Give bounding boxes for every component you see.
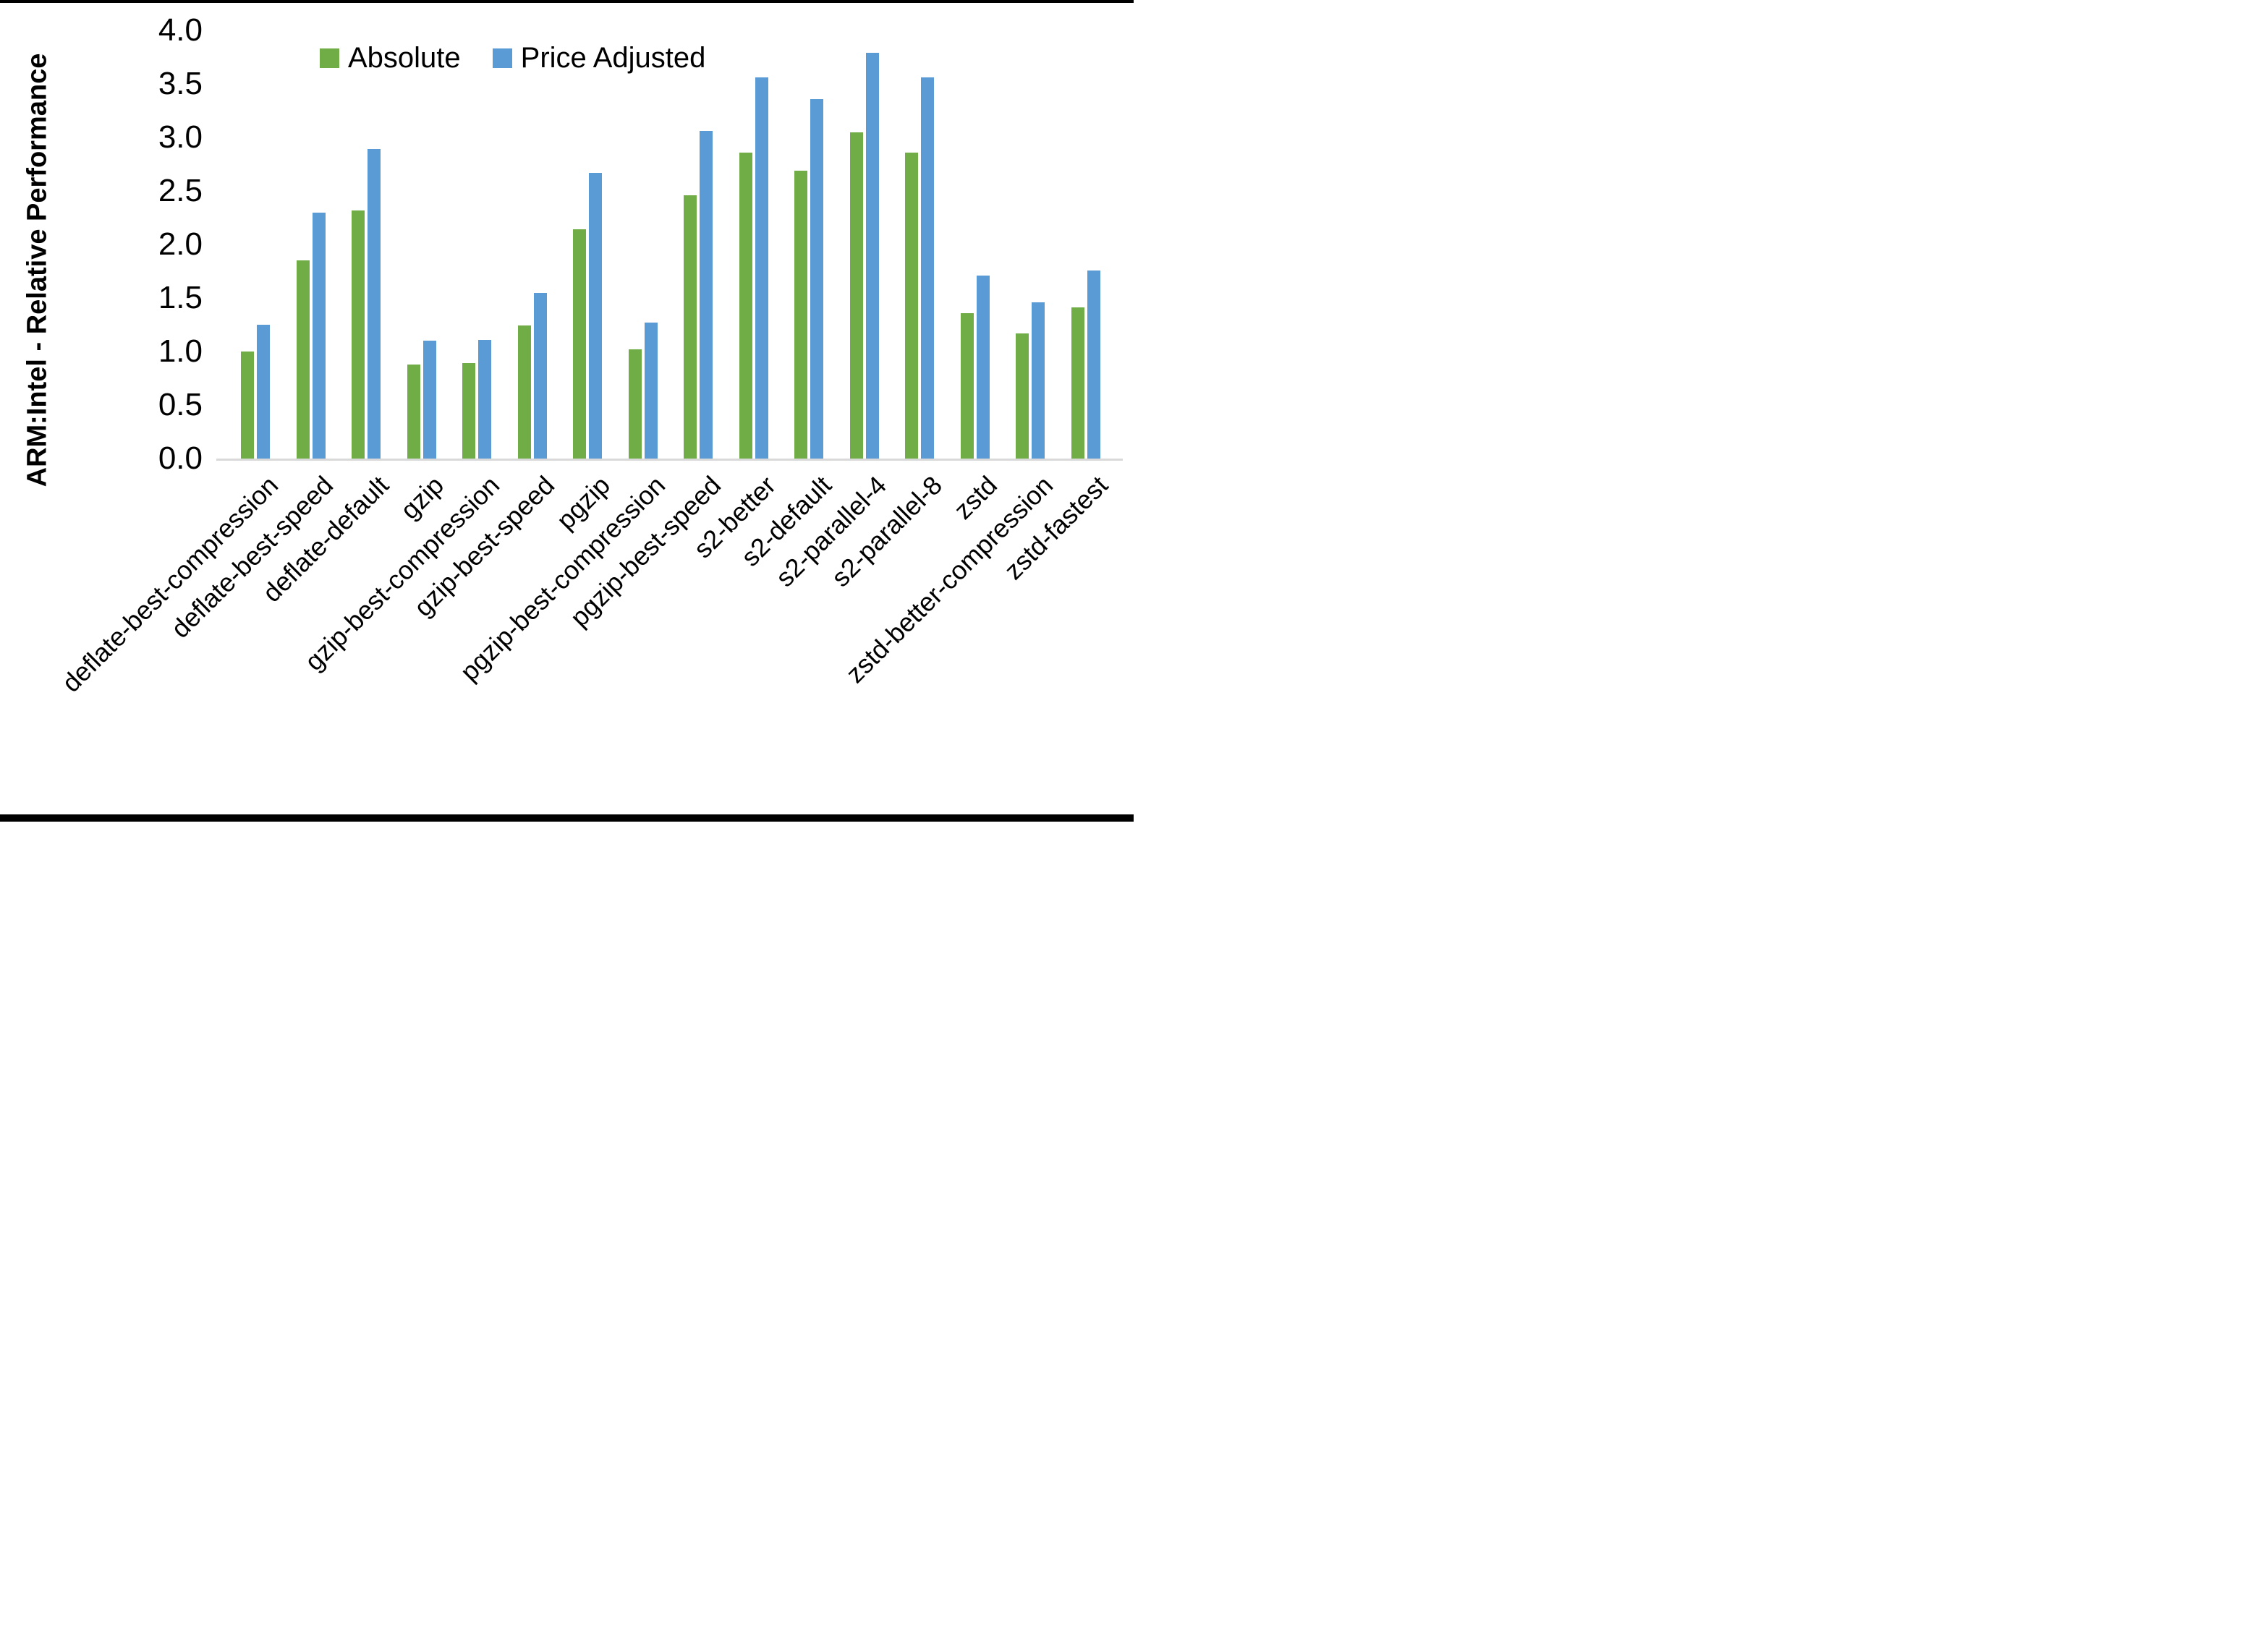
- legend-label-price-adjusted: Price Adjusted: [520, 42, 706, 74]
- bar-absolute: [296, 260, 310, 459]
- y-tick-label: 3.0: [158, 119, 203, 155]
- bar-absolute: [684, 195, 697, 459]
- bar-price-adjusted: [257, 325, 270, 459]
- bar-absolute: [849, 132, 863, 459]
- bar-price-adjusted: [921, 77, 934, 459]
- plot-area: 0.0 0.5 1.0 1.5 2.0 2.5 3.0 3.5 4.0 deflate-best-…: [0, 3, 1134, 814]
- bar-price-adjusted: [976, 276, 990, 459]
- y-tick-label: 4.0: [158, 12, 203, 48]
- bar-price-adjusted: [865, 53, 879, 459]
- legend-swatch-price-adjusted-icon: [492, 48, 512, 68]
- bar-absolute: [794, 171, 807, 459]
- legend-item-price-adjusted: Price Adjusted: [492, 42, 706, 74]
- bar-absolute: [517, 325, 531, 459]
- y-tick-label: 0.5: [158, 387, 203, 422]
- y-tick-label: 1.5: [158, 280, 203, 315]
- bar-price-adjusted: [755, 77, 768, 459]
- bar-absolute: [739, 153, 752, 459]
- bar-price-adjusted: [1032, 302, 1045, 459]
- bar-price-adjusted: [478, 340, 491, 459]
- y-tick-label: 2.0: [158, 226, 203, 262]
- bar-absolute: [1016, 333, 1029, 459]
- bar-price-adjusted: [312, 213, 326, 459]
- legend: Absolute Price Adjusted: [320, 42, 705, 74]
- chart-frame: ARM:Intel - Relative Performance Absolut…: [0, 0, 1134, 822]
- bar-absolute: [352, 210, 365, 459]
- legend-swatch-absolute-icon: [320, 48, 339, 68]
- legend-item-absolute: Absolute: [320, 42, 461, 74]
- bar-price-adjusted: [368, 149, 381, 459]
- y-tick-label: 1.0: [158, 333, 203, 369]
- bar-absolute: [573, 229, 586, 459]
- bar-absolute: [462, 363, 475, 459]
- x-axis-line: [216, 459, 1123, 461]
- bar-price-adjusted: [1087, 271, 1100, 459]
- y-tick-label: 0.0: [158, 440, 203, 476]
- x-category-label: deflate-best-compression: [56, 470, 284, 698]
- bar-price-adjusted: [700, 131, 713, 459]
- bar-absolute: [241, 352, 254, 459]
- bar-absolute: [628, 349, 642, 459]
- bar-price-adjusted: [644, 323, 658, 459]
- bar-absolute: [407, 365, 420, 459]
- y-tick-label: 3.5: [158, 66, 203, 101]
- bar-price-adjusted: [810, 99, 823, 459]
- bar-absolute: [905, 153, 918, 459]
- bar-price-adjusted: [589, 173, 602, 459]
- bar-absolute: [1071, 307, 1084, 459]
- legend-label-absolute: Absolute: [348, 42, 461, 74]
- bar-price-adjusted: [533, 293, 547, 459]
- bar-price-adjusted: [422, 341, 436, 459]
- y-tick-label: 2.5: [158, 173, 203, 208]
- bar-absolute: [960, 313, 974, 459]
